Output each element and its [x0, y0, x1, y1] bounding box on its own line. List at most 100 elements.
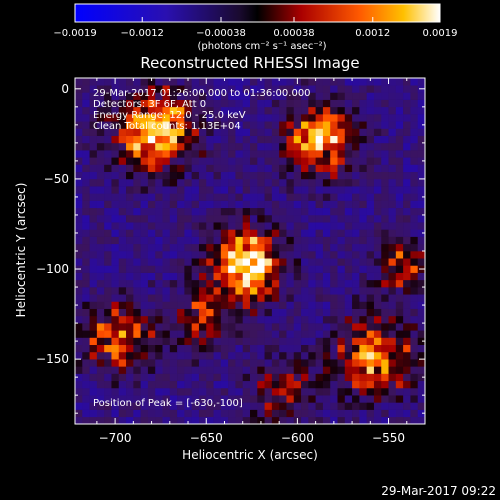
heatmap-cell	[198, 402, 207, 410]
heatmap-cell	[337, 337, 346, 346]
heatmap-cell	[322, 114, 331, 122]
heatmap-cell	[82, 222, 90, 230]
heatmap-cell	[177, 243, 185, 252]
heatmap-cell	[228, 251, 236, 259]
heatmap-cell	[242, 171, 251, 180]
heatmap-cell	[133, 402, 141, 410]
heatmap-cell	[220, 351, 229, 360]
heatmap-cell	[250, 178, 258, 187]
heatmap-cell	[410, 294, 419, 302]
heatmap-cell	[403, 351, 411, 360]
heatmap-cell	[322, 330, 331, 338]
heatmap-cell	[89, 128, 98, 136]
heatmap-cell	[184, 287, 192, 295]
heatmap-cell	[104, 142, 112, 151]
heatmap-cell	[96, 135, 105, 144]
heatmap-cell	[286, 142, 295, 151]
heatmap-cell	[155, 85, 163, 93]
heatmap-cell	[155, 106, 163, 115]
heatmap-cell	[330, 142, 338, 151]
heatmap-cell	[140, 243, 149, 252]
heatmap-cell	[213, 114, 222, 122]
heatmap-cell	[395, 315, 404, 324]
heatmap-cell	[155, 373, 163, 382]
heatmap-cell	[279, 251, 287, 259]
heatmap-cell	[395, 150, 404, 158]
heatmap-cell	[381, 186, 389, 194]
heatmap-cell	[147, 157, 156, 165]
heatmap-cell	[359, 200, 367, 209]
heatmap-cell	[75, 380, 83, 389]
heatmap-cell	[82, 128, 90, 136]
heatmap-cell	[352, 106, 360, 115]
heatmap-cell	[293, 135, 302, 144]
heatmap-cell	[381, 92, 389, 100]
heatmap-cell	[279, 366, 287, 374]
heatmap-cell	[279, 294, 287, 302]
heatmap-cell	[344, 265, 353, 273]
heatmap-cell	[381, 258, 389, 266]
heatmap-cell	[111, 99, 120, 108]
heatmap-cell	[279, 409, 287, 418]
heatmap-cell	[198, 359, 207, 367]
heatmap-cell	[308, 366, 316, 374]
heatmap-cell	[271, 186, 280, 194]
heatmap-cell	[118, 214, 127, 223]
heatmap-cell	[286, 258, 295, 266]
heatmap-cell	[147, 164, 156, 173]
heatmap-cell	[140, 337, 149, 346]
heatmap-cell	[286, 351, 295, 360]
heatmap-cell	[257, 164, 265, 173]
heatmap-cell	[104, 366, 112, 374]
heatmap-cell	[308, 157, 316, 165]
heatmap-cell	[133, 121, 141, 129]
heatmap-cell	[359, 193, 367, 201]
heatmap-cell	[235, 164, 244, 173]
heatmap-cell	[301, 265, 309, 273]
heatmap-cell	[228, 308, 236, 317]
heatmap-cell	[381, 78, 389, 86]
heatmap-cell	[388, 366, 397, 374]
heatmap-cell	[177, 258, 185, 266]
heatmap-cell	[104, 359, 112, 367]
heatmap-cell	[220, 308, 229, 317]
heatmap-cell	[279, 85, 287, 93]
heatmap-cell	[403, 380, 411, 389]
heatmap-cell	[337, 402, 346, 410]
heatmap-cell	[89, 344, 98, 353]
heatmap-cell	[184, 344, 192, 353]
heatmap-cell	[235, 186, 244, 194]
heatmap-cell	[352, 85, 360, 93]
heatmap-cell	[96, 287, 105, 295]
heatmap-cell	[301, 416, 309, 424]
heatmap-cell	[337, 323, 346, 331]
heatmap-cell	[271, 258, 280, 266]
heatmap-cell	[279, 78, 287, 86]
heatmap-cell	[198, 106, 207, 115]
heatmap-cell	[235, 251, 244, 259]
heatmap-cell	[359, 128, 367, 136]
heatmap-cell	[359, 106, 367, 115]
heatmap-cell	[228, 92, 236, 100]
heatmap-cell	[366, 99, 375, 108]
heatmap-cell	[315, 344, 324, 353]
heatmap-cell	[184, 294, 192, 302]
heatmap-cell	[344, 78, 353, 86]
heatmap-cell	[133, 128, 141, 136]
heatmap-cell	[235, 171, 244, 180]
heatmap-cell	[133, 229, 141, 237]
heatmap-cell	[228, 164, 236, 173]
heatmap-cell	[140, 92, 149, 100]
heatmap-cell	[198, 128, 207, 136]
heatmap-cell	[301, 128, 309, 136]
heatmap-cell	[271, 164, 280, 173]
heatmap-cell	[75, 416, 83, 424]
heatmap-cell	[286, 128, 295, 136]
heatmap-cell	[118, 171, 127, 180]
heatmap-cell	[140, 373, 149, 382]
heatmap-cell	[271, 236, 280, 245]
heatmap-cell	[373, 106, 382, 115]
heatmap-cell	[315, 323, 324, 331]
heatmap-cell	[403, 222, 411, 230]
heatmap-cell	[417, 387, 425, 396]
